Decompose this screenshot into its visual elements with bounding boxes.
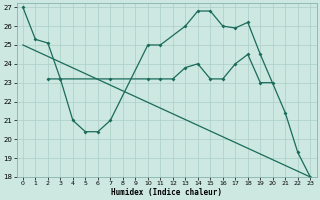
X-axis label: Humidex (Indice chaleur): Humidex (Indice chaleur) <box>111 188 222 197</box>
